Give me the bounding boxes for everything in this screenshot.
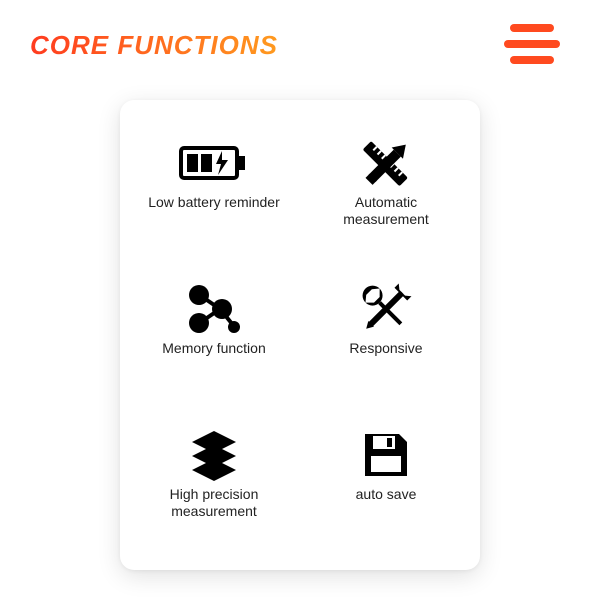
tools-icon — [357, 278, 415, 340]
menu-bar — [510, 24, 554, 32]
menu-icon[interactable] — [504, 24, 560, 64]
save-icon — [361, 424, 411, 486]
page-title: CORE FUNCTIONS — [30, 30, 278, 61]
feature-autosave: auto save — [304, 420, 468, 552]
feature-auto-measure: Automaticmeasurement — [304, 128, 468, 260]
feature-responsive: Responsive — [304, 274, 468, 406]
layers-icon — [186, 424, 242, 486]
feature-label: Automaticmeasurement — [343, 194, 429, 228]
feature-label: Responsive — [349, 340, 422, 357]
menu-bar — [510, 56, 554, 64]
feature-label: auto save — [356, 486, 417, 503]
measure-icon — [355, 132, 417, 194]
feature-label: Memory function — [162, 340, 265, 357]
features-card: Low battery reminder — [120, 100, 480, 570]
feature-memory: Memory function — [132, 274, 296, 406]
feature-label: High precisionmeasurement — [170, 486, 259, 520]
feature-label: Low battery reminder — [148, 194, 280, 211]
menu-bar — [504, 40, 560, 48]
feature-precision: High precisionmeasurement — [132, 420, 296, 552]
feature-low-battery: Low battery reminder — [132, 128, 296, 260]
battery-icon — [178, 132, 250, 194]
memory-icon — [184, 278, 244, 340]
